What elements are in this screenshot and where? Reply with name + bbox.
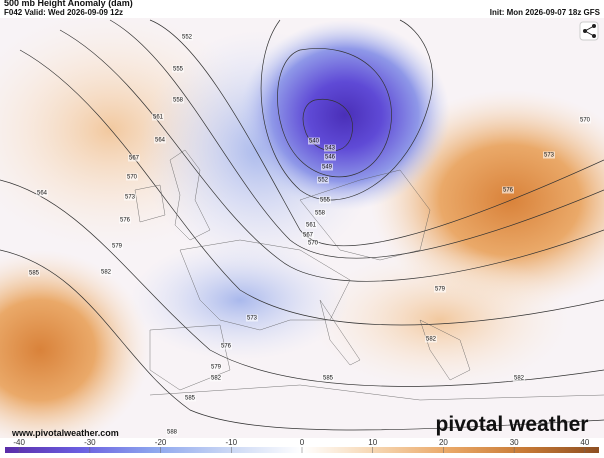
contour-label: 558: [173, 98, 184, 104]
contour-lines: [0, 19, 604, 431]
contour-label-bg: [425, 335, 437, 343]
contour-label: 576: [503, 188, 514, 194]
contour-label-bg: [502, 186, 514, 194]
contour-label: 555: [173, 67, 184, 73]
contour-label-bg: [181, 33, 193, 41]
contour-label: 561: [153, 115, 164, 121]
contour-label-bg: [126, 173, 138, 181]
header-bar: [0, 0, 604, 18]
colorbar-tick-label: -10: [226, 438, 238, 447]
contour-label: 585: [29, 271, 40, 277]
contour-label-bg: [307, 239, 319, 247]
contour-label-bg: [314, 209, 326, 217]
contour-label-bg: [128, 154, 140, 162]
contour-label: 561: [306, 223, 317, 229]
anomaly-area: [0, 250, 150, 450]
contour-label-bg: [220, 342, 232, 350]
contour-label: 582: [514, 376, 525, 382]
contour-label: 585: [323, 376, 334, 382]
valid-time: F042 Valid: Wed 2026-09-09 12z: [4, 8, 123, 17]
contour-label: 567: [129, 156, 140, 162]
contour-label-bg: [184, 394, 196, 402]
contour-label-bg: [319, 196, 331, 204]
contour-label: 543: [325, 146, 336, 152]
contour-label: 582: [426, 337, 437, 343]
contour-label-bg: [308, 137, 320, 145]
contour-label-bg: [152, 113, 164, 121]
contour-label: 564: [37, 191, 48, 197]
contour-label: 567: [303, 233, 314, 239]
contour-label: 558: [315, 211, 326, 217]
contour-label: 573: [125, 195, 136, 201]
contour-label: 582: [101, 270, 112, 276]
contour-label: 564: [155, 138, 166, 144]
contour-label-bg: [324, 153, 336, 161]
contour-label: 570: [127, 175, 138, 181]
contour-label-bg: [513, 374, 525, 382]
contour-label-bg: [124, 193, 136, 201]
contour-label: 588: [167, 430, 178, 436]
colorbar-tick-label: 30: [510, 438, 519, 447]
contour-label-bg: [166, 428, 178, 436]
contour-label-bg: [172, 65, 184, 73]
contour-label: 570: [580, 118, 591, 124]
contour-label: 579: [112, 244, 123, 250]
contour-label-bg: [579, 116, 591, 124]
colorbar-tick-label: 20: [439, 438, 448, 447]
contour-label: 540: [309, 139, 320, 145]
contour-label: 552: [318, 178, 329, 184]
contour-label-bg: [28, 269, 40, 277]
contour-label: 549: [322, 165, 333, 171]
colorbar-tick-label: -30: [84, 438, 96, 447]
contour-label: 573: [544, 153, 555, 159]
contour-label: 582: [211, 376, 222, 382]
contour-label-bg: [210, 363, 222, 371]
contour-label: 576: [221, 344, 232, 350]
contour-label: 579: [211, 365, 222, 371]
watermark: www.pivotalweather.com: [11, 428, 119, 438]
map-title: 500 mb Height Anomaly (dam): [4, 0, 133, 8]
contour-label-bg: [100, 268, 112, 276]
coastlines: [134, 149, 604, 401]
contour-label-bg: [324, 144, 336, 152]
contour-label: 570: [308, 241, 319, 247]
contour-label: 579: [435, 287, 446, 293]
contour-label-bg: [305, 221, 317, 229]
contour-label: 552: [182, 35, 193, 41]
contour-label-bg: [302, 231, 314, 239]
anomaly-area: [310, 250, 570, 390]
contour-label: 585: [185, 396, 196, 402]
contour-label-bg: [321, 163, 333, 171]
contour-label-bg: [172, 96, 184, 104]
share-button[interactable]: [579, 21, 599, 41]
contour-label: 573: [247, 316, 258, 322]
init-time: Init: Mon 2026-09-07 18z GFS: [490, 8, 601, 17]
anomaly-area: [240, 20, 450, 210]
contour-label: 576: [120, 218, 131, 224]
contour-label-bg: [154, 136, 166, 144]
colorbar-tick-label: -20: [155, 438, 167, 447]
logo: pivotal weather: [436, 413, 589, 436]
contour-label-bg: [434, 285, 446, 293]
contour-label-bg: [317, 176, 329, 184]
contour-label-bg: [246, 314, 258, 322]
colorbar-tick-label: 10: [368, 438, 377, 447]
contour-label-bg: [543, 151, 555, 159]
contour-label-bg: [119, 216, 131, 224]
colorbar-tick-label: 40: [580, 438, 589, 447]
contour-label: 555: [320, 198, 331, 204]
contour-label-bg: [210, 374, 222, 382]
colorbar-tick-label: -40: [13, 438, 25, 447]
contour-label-bg: [36, 189, 48, 197]
contour-label-bg: [322, 374, 334, 382]
anomaly-area: [130, 240, 350, 360]
colorbar-tick-label: 0: [300, 438, 305, 447]
contour-label-bg: [111, 242, 123, 250]
contour-label: 546: [325, 155, 336, 161]
